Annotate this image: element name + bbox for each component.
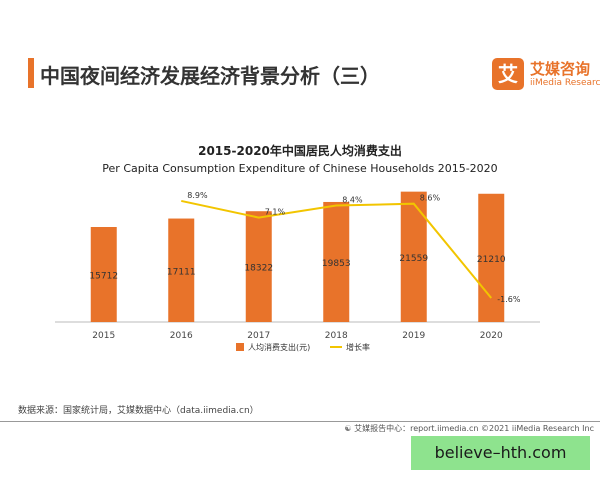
legend-bar-label: 人均消费支出(元): [248, 342, 310, 352]
watermark-badge: believe–hth.com: [411, 436, 590, 470]
data-source: 数据来源：国家统计局，艾媒数据中心（data.iimedia.cn）: [18, 406, 259, 416]
bar-value-label: 19853: [322, 259, 351, 269]
bar-value-label: 21210: [477, 255, 506, 265]
x-tick-label: 2017: [247, 331, 270, 341]
footer-credit: ☯ 艾媒报告中心：report.iimedia.cn ©2021 iiMedia…: [344, 423, 594, 434]
x-tick-label: 2018: [325, 331, 348, 341]
brand-logo: 艾 艾媒咨询 iiMedia Research: [492, 58, 600, 94]
legend-line-label: 增长率: [346, 342, 370, 352]
footer-divider: [0, 421, 600, 422]
growth-line: [181, 199, 493, 299]
legend-bar-swatch: [236, 343, 244, 351]
bar: [245, 211, 272, 322]
bar: [90, 227, 117, 322]
bar: [168, 218, 195, 322]
logo-mark-icon: 艾: [492, 58, 524, 90]
bar-value-label: 21559: [399, 254, 428, 264]
bar-value-label: 17111: [167, 267, 196, 277]
growth-value-label: 7.1%: [265, 208, 286, 217]
chart-subtitle: Per Capita Consumption Expenditure of Ch…: [102, 162, 498, 175]
report-center-icon: ☯: [344, 424, 352, 433]
bar: [323, 201, 350, 322]
title-accent-bar: [28, 58, 34, 88]
growth-value-label: 8.4%: [342, 196, 363, 205]
footer-credit-text: 艾媒报告中心：report.iimedia.cn ©2021 iiMedia R…: [354, 424, 594, 433]
bar-value-label: 18322: [244, 264, 273, 274]
x-tick-label: 2019: [402, 331, 425, 341]
bar: [478, 193, 505, 322]
growth-value-label: -1.6%: [497, 295, 521, 304]
x-tick-label: 2020: [480, 331, 503, 341]
growth-value-label: 8.9%: [187, 191, 208, 200]
x-tick-label: 2016: [170, 331, 193, 341]
logo-name-en: iiMedia Research: [530, 78, 600, 88]
growth-value-label: 8.6%: [420, 194, 441, 203]
bar-value-label: 15712: [89, 272, 118, 282]
chart-title: 2015-2020年中国居民人均消费支出: [198, 144, 402, 158]
page-title: 中国夜间经济发展经济背景分析（三）: [40, 64, 380, 88]
logo-name-cn: 艾媒咨询: [530, 60, 591, 78]
x-tick-label: 2015: [92, 331, 115, 341]
